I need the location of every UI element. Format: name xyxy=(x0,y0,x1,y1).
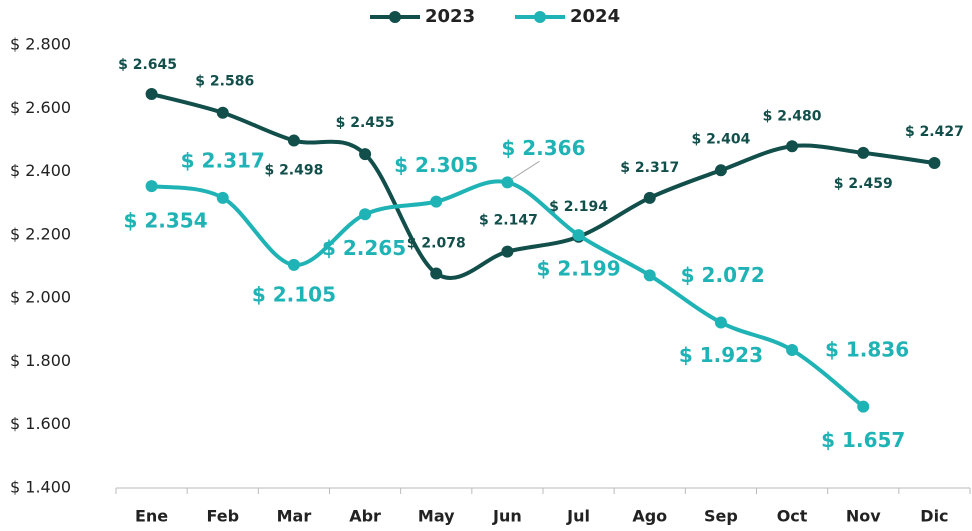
legend-marker xyxy=(534,11,546,23)
leader-line xyxy=(511,160,540,180)
data-label: $ 2.147 xyxy=(479,213,538,229)
marker xyxy=(643,269,656,282)
data-label: $ 2.480 xyxy=(763,108,822,124)
y-tick-label: $ 1.600 xyxy=(10,414,71,433)
marker xyxy=(145,88,158,101)
data-label: $ 2.427 xyxy=(905,124,964,140)
x-tick-label: Dic xyxy=(920,507,948,526)
marker xyxy=(857,146,870,159)
data-label: $ 2.354 xyxy=(124,209,208,233)
data-label: $ 2.586 xyxy=(195,74,254,90)
y-tick-label: $ 2.600 xyxy=(10,98,71,117)
y-tick-label: $ 2.000 xyxy=(10,288,71,307)
data-label: $ 2.105 xyxy=(252,282,336,306)
legend-label: 2024 xyxy=(570,6,620,27)
marker xyxy=(216,106,229,119)
marker xyxy=(714,164,727,177)
marker xyxy=(714,316,727,329)
data-label: $ 2.459 xyxy=(834,176,893,192)
x-tick-label: Abr xyxy=(349,507,381,526)
marker xyxy=(572,229,585,242)
x-tick-label: Feb xyxy=(206,507,239,526)
y-tick-label: $ 2.800 xyxy=(10,35,71,54)
marker xyxy=(643,191,656,204)
marker xyxy=(359,148,372,161)
x-tick-label: Ago xyxy=(632,507,667,526)
marker xyxy=(430,267,443,280)
data-label: $ 2.072 xyxy=(681,263,765,287)
data-label: $ 2.366 xyxy=(501,136,585,160)
marker xyxy=(216,191,229,204)
x-tick-label: Mar xyxy=(277,507,312,526)
data-label: $ 1.836 xyxy=(825,338,909,362)
y-tick-label: $ 2.400 xyxy=(10,161,71,180)
data-label: $ 2.199 xyxy=(537,257,621,281)
x-tick-label: Sep xyxy=(704,507,738,526)
data-label: $ 2.455 xyxy=(336,115,395,131)
data-label: $ 2.078 xyxy=(407,235,466,251)
x-tick-label: May xyxy=(418,507,455,526)
marker xyxy=(287,258,300,271)
y-tick-label: $ 2.200 xyxy=(10,224,71,243)
marker xyxy=(430,195,443,208)
data-label: $ 2.305 xyxy=(394,153,478,177)
marker xyxy=(857,400,870,413)
data-label: $ 1.923 xyxy=(679,343,763,367)
y-tick-label: $ 1.800 xyxy=(10,351,71,370)
data-label: $ 2.194 xyxy=(549,199,608,215)
data-label: $ 2.645 xyxy=(118,57,177,73)
marker xyxy=(501,245,514,258)
x-tick-label: Jun xyxy=(492,507,522,526)
x-tick-label: Ene xyxy=(135,507,168,526)
marker xyxy=(501,176,514,189)
legend-label: 2023 xyxy=(425,6,475,27)
y-tick-label: $ 1.400 xyxy=(10,478,71,497)
marker xyxy=(786,344,799,357)
marker xyxy=(287,134,300,147)
x-tick-label: Oct xyxy=(777,507,808,526)
data-label: $ 2.317 xyxy=(620,160,679,176)
data-label: $ 1.657 xyxy=(821,428,905,452)
x-tick-label: Nov xyxy=(846,507,881,526)
data-label: $ 2.265 xyxy=(322,236,406,260)
data-label: $ 2.498 xyxy=(264,163,323,179)
legend-marker xyxy=(389,11,401,23)
data-label: $ 2.404 xyxy=(691,131,750,147)
marker xyxy=(786,140,799,153)
marker xyxy=(145,180,158,193)
marker xyxy=(359,208,372,221)
data-label: $ 2.317 xyxy=(181,148,265,172)
marker xyxy=(928,157,941,170)
x-tick-label: Jul xyxy=(566,507,590,526)
